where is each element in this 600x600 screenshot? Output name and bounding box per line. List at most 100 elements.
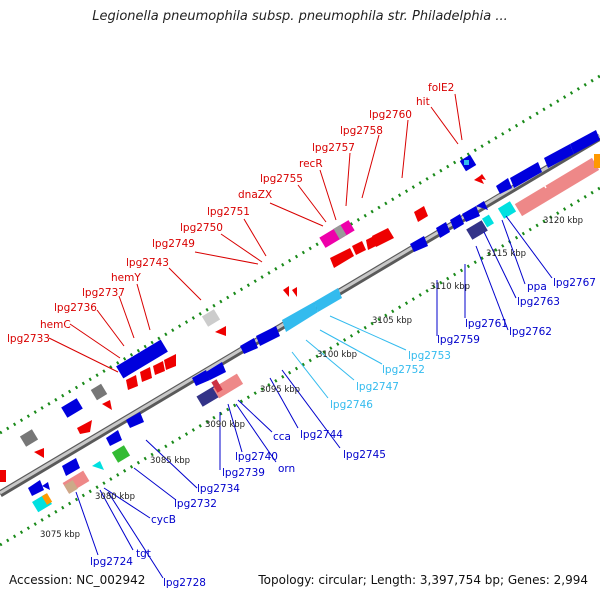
- gene-label[interactable]: orn: [278, 463, 295, 475]
- gene-label[interactable]: lpg2746: [330, 399, 373, 411]
- gene-label[interactable]: lpg2757: [312, 142, 355, 154]
- gene-feature[interactable]: [111, 445, 131, 463]
- gene-feature[interactable]: [34, 448, 44, 458]
- gene-label[interactable]: lpg2743: [126, 257, 169, 269]
- gene-feature[interactable]: [410, 236, 428, 252]
- gene-feature[interactable]: [140, 367, 152, 382]
- gene-feature[interactable]: [90, 383, 108, 401]
- gene-feature[interactable]: [450, 214, 464, 230]
- gene-label[interactable]: tgt: [136, 548, 151, 560]
- gene-label[interactable]: lpg2745: [343, 449, 386, 461]
- gene-feature[interactable]: [481, 214, 495, 228]
- gene-label[interactable]: cycB: [151, 514, 176, 526]
- gene-label[interactable]: lpg2733: [7, 333, 50, 345]
- gene-feature[interactable]: [41, 493, 53, 505]
- gene-feature[interactable]: [292, 287, 297, 297]
- gene-label[interactable]: lpg2759: [437, 334, 480, 346]
- gene-label[interactable]: lpg2760: [369, 109, 412, 121]
- gene-label[interactable]: lpg2739: [222, 467, 265, 479]
- gene-feature[interactable]: [466, 220, 488, 240]
- gene-label[interactable]: lpg2737: [82, 287, 125, 299]
- gene-feature[interactable]: [28, 480, 44, 496]
- gene-label[interactable]: lpg2750: [180, 222, 223, 234]
- gene-label[interactable]: cca: [273, 431, 291, 443]
- gene-feature[interactable]: [240, 338, 258, 354]
- gene-feature[interactable]: [92, 461, 104, 470]
- gene-feature[interactable]: [436, 222, 450, 238]
- gene-feature[interactable]: [478, 174, 486, 180]
- gene-label[interactable]: lpg2758: [340, 125, 383, 137]
- gene-label[interactable]: lpg2767: [553, 277, 596, 289]
- gene-label[interactable]: dnaZX: [238, 189, 272, 201]
- leader-line: [361, 134, 380, 199]
- gene-label[interactable]: lpg2724: [90, 556, 133, 568]
- gene-label[interactable]: lpg2734: [197, 483, 240, 495]
- leader-line: [483, 231, 517, 299]
- gene-feature[interactable]: [544, 144, 574, 168]
- gene-feature[interactable]: [201, 309, 221, 327]
- gene-label[interactable]: recR: [299, 158, 323, 170]
- gene-feature[interactable]: [514, 157, 600, 217]
- gene-feature[interactable]: [497, 201, 517, 219]
- gene-feature[interactable]: [42, 482, 50, 490]
- gene-label[interactable]: lpg2728: [163, 577, 206, 589]
- leader-line: [168, 267, 202, 301]
- gene-feature[interactable]: [192, 370, 210, 386]
- gene-label[interactable]: lpg2744: [300, 429, 343, 441]
- gene-feature[interactable]: [282, 302, 318, 332]
- gene-feature[interactable]: [283, 286, 289, 297]
- gene-feature[interactable]: [164, 354, 176, 370]
- gene-label[interactable]: lpg2747: [356, 381, 399, 393]
- gene-feature[interactable]: [215, 326, 226, 336]
- gene-label[interactable]: lpg2762: [509, 326, 552, 338]
- gene-label[interactable]: lpg2763: [517, 296, 560, 308]
- gene-label[interactable]: lpg2751: [207, 206, 250, 218]
- gene-feature[interactable]: [314, 288, 342, 312]
- gene-feature[interactable]: [464, 160, 469, 165]
- gene-label[interactable]: folE2: [428, 82, 454, 94]
- leader-line: [145, 439, 198, 489]
- gene-label[interactable]: lpg2755: [260, 173, 303, 185]
- gene-feature[interactable]: [206, 362, 226, 380]
- gene-feature[interactable]: [0, 470, 6, 482]
- gene-label[interactable]: hemY: [111, 272, 141, 284]
- gene-feature[interactable]: [212, 373, 244, 399]
- gene-feature[interactable]: [462, 206, 480, 222]
- gene-feature[interactable]: [256, 326, 280, 346]
- gene-feature[interactable]: [372, 228, 394, 247]
- gene-feature[interactable]: [116, 339, 168, 379]
- gene-label[interactable]: lpg2736: [54, 302, 97, 314]
- gene-feature[interactable]: [102, 400, 112, 410]
- gene-label[interactable]: lpg2740: [235, 451, 278, 463]
- gene-label[interactable]: lpg2761: [465, 318, 508, 330]
- gene-feature[interactable]: [352, 241, 366, 255]
- gene-label[interactable]: hemC: [40, 319, 71, 331]
- gene-feature[interactable]: [211, 379, 223, 393]
- gene-label[interactable]: lpg2749: [152, 238, 195, 250]
- gene-feature[interactable]: [106, 430, 122, 446]
- gene-feature[interactable]: [126, 375, 138, 390]
- gene-feature[interactable]: [594, 154, 600, 168]
- gene-feature[interactable]: [62, 458, 80, 476]
- leader-line: [297, 184, 327, 223]
- gene-label[interactable]: lpg2732: [174, 498, 217, 510]
- gene-feature[interactable]: [474, 176, 484, 184]
- gene-feature[interactable]: [153, 361, 165, 375]
- gene-feature[interactable]: [414, 206, 428, 222]
- gene-feature[interactable]: [333, 224, 347, 240]
- gene-feature[interactable]: [496, 178, 512, 194]
- gene-feature[interactable]: [64, 480, 78, 494]
- gene-feature[interactable]: [476, 201, 488, 210]
- gene-feature[interactable]: [570, 130, 600, 154]
- gene-feature[interactable]: [19, 429, 39, 447]
- gene-label[interactable]: lpg2753: [408, 350, 451, 362]
- gene-feature[interactable]: [510, 162, 542, 188]
- gene-label[interactable]: hit: [416, 96, 430, 108]
- gene-label[interactable]: ppa: [527, 281, 547, 293]
- gene-feature[interactable]: [330, 248, 354, 268]
- gene-feature[interactable]: [126, 412, 144, 428]
- gene-feature[interactable]: [61, 398, 83, 418]
- gene-feature[interactable]: [77, 420, 92, 434]
- gene-label[interactable]: lpg2752: [382, 364, 425, 376]
